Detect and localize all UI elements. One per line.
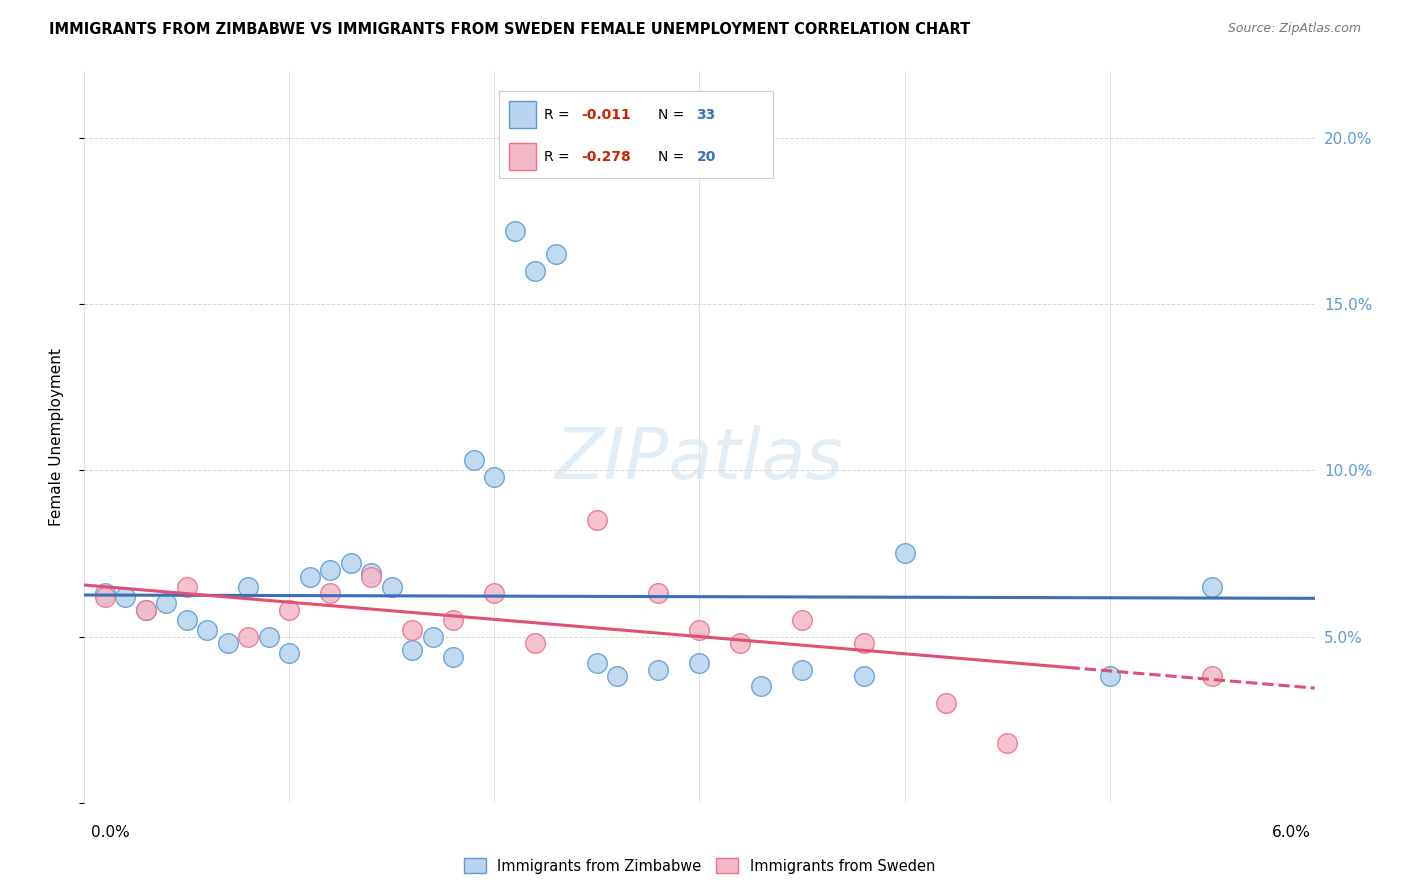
Text: R =: R =	[544, 150, 575, 163]
Point	[484, 586, 506, 600]
Point	[463, 453, 485, 467]
Point	[647, 663, 669, 677]
Point	[135, 603, 157, 617]
Point	[524, 264, 547, 278]
Text: 33: 33	[696, 108, 716, 121]
Point	[155, 596, 177, 610]
Text: 6.0%: 6.0%	[1271, 825, 1310, 839]
Point	[114, 590, 136, 604]
Point	[401, 623, 423, 637]
Point	[893, 546, 915, 560]
Point	[319, 563, 342, 577]
Point	[995, 736, 1018, 750]
Point	[422, 630, 444, 644]
Point	[360, 566, 382, 581]
Point	[340, 557, 363, 571]
Text: R =: R =	[544, 108, 575, 121]
Point	[606, 669, 628, 683]
Point	[197, 623, 219, 637]
Point	[524, 636, 547, 650]
Point	[689, 656, 711, 670]
Point	[484, 470, 506, 484]
Point	[852, 669, 875, 683]
Text: -0.011: -0.011	[582, 108, 631, 121]
Point	[1201, 580, 1223, 594]
Y-axis label: Female Unemployment: Female Unemployment	[49, 348, 63, 526]
Text: Source: ZipAtlas.com: Source: ZipAtlas.com	[1227, 22, 1361, 36]
Point	[94, 586, 117, 600]
Bar	[509, 144, 536, 169]
Point	[176, 580, 198, 594]
Text: ZIPatlas: ZIPatlas	[555, 425, 844, 493]
Text: N =: N =	[658, 108, 689, 121]
Point	[401, 643, 423, 657]
Point	[852, 636, 875, 650]
Point	[790, 663, 813, 677]
Point	[298, 570, 321, 584]
Text: IMMIGRANTS FROM ZIMBABWE VS IMMIGRANTS FROM SWEDEN FEMALE UNEMPLOYMENT CORRELATI: IMMIGRANTS FROM ZIMBABWE VS IMMIGRANTS F…	[49, 22, 970, 37]
Text: 20: 20	[696, 150, 716, 163]
Point	[1098, 669, 1121, 683]
Text: -0.278: -0.278	[582, 150, 631, 163]
Text: N =: N =	[658, 150, 689, 163]
Point	[278, 603, 301, 617]
Point	[503, 224, 526, 238]
Point	[319, 586, 342, 600]
Point	[443, 649, 465, 664]
Point	[238, 580, 260, 594]
Point	[443, 613, 465, 627]
Point	[94, 590, 117, 604]
Point	[238, 630, 260, 644]
Point	[586, 656, 609, 670]
Point	[217, 636, 239, 650]
Point	[1201, 669, 1223, 683]
Point	[730, 636, 752, 650]
Point	[257, 630, 280, 644]
Point	[278, 646, 301, 660]
Text: 0.0%: 0.0%	[91, 825, 131, 839]
Point	[790, 613, 813, 627]
Point	[586, 513, 609, 527]
Legend: Immigrants from Zimbabwe, Immigrants from Sweden: Immigrants from Zimbabwe, Immigrants fro…	[458, 853, 941, 880]
Point	[689, 623, 711, 637]
Point	[749, 680, 772, 694]
Point	[381, 580, 404, 594]
Point	[135, 603, 157, 617]
Point	[935, 696, 957, 710]
Point	[647, 586, 669, 600]
Point	[176, 613, 198, 627]
Point	[544, 247, 567, 261]
Point	[360, 570, 382, 584]
Bar	[509, 102, 536, 128]
